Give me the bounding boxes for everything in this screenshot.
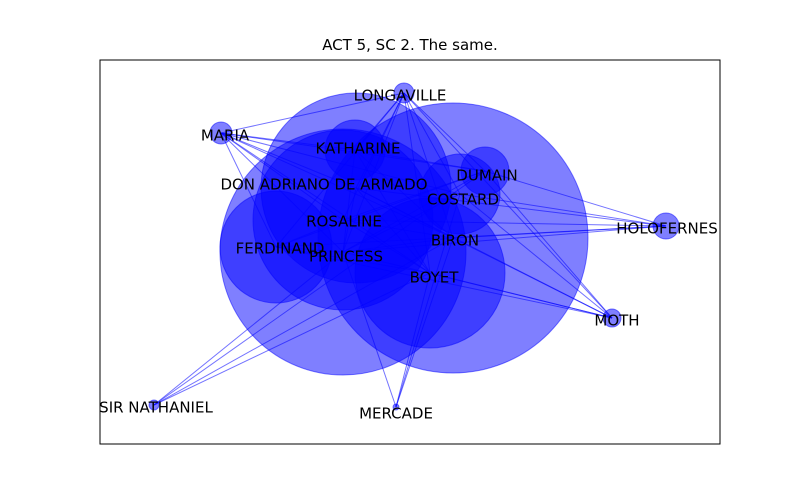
node-mercade <box>392 403 400 411</box>
node-label-costard: COSTARD <box>427 191 499 209</box>
label-layer: LONGAVILLE MARIA KATHARINE DUMAIN DON ADRIAN… <box>99 87 718 423</box>
node-label-rosaline: ROSALINE <box>306 213 382 231</box>
node-label-princess: PRINCESS <box>309 248 383 266</box>
node-label-moth: MOTH <box>594 312 639 330</box>
node-label-ferdinand: FERDINAND <box>236 240 325 258</box>
diagram-title: ACT 5, SC 2. The same. <box>322 36 498 54</box>
node-layer <box>148 82 680 411</box>
node-maria <box>209 121 233 145</box>
node-label-holofernes: HOLOFERNES <box>616 220 717 238</box>
node-label-armado: DON ADRIANO DE ARMADO <box>220 176 427 194</box>
node-label-maria: MARIA <box>201 127 250 145</box>
node-label-mercade: MERCADE <box>359 405 433 423</box>
node-nathaniel <box>148 399 160 411</box>
node-label-longaville: LONGAVILLE <box>354 87 447 105</box>
node-label-dumain: DUMAIN <box>456 167 517 185</box>
node-moth <box>602 308 622 328</box>
node-dumain <box>460 146 510 196</box>
node-label-nathaniel: SIR NATHANIEL <box>99 399 213 417</box>
node-longaville <box>393 82 415 104</box>
node-label-biron: BIRON <box>431 232 479 250</box>
plot-frame <box>99 59 721 445</box>
node-ferdinand <box>219 190 333 304</box>
node-label-boyet: BOYET <box>410 269 460 287</box>
node-katharine <box>324 119 386 181</box>
node-label-katharine: KATHARINE <box>316 140 401 158</box>
node-holofernes <box>652 212 680 240</box>
